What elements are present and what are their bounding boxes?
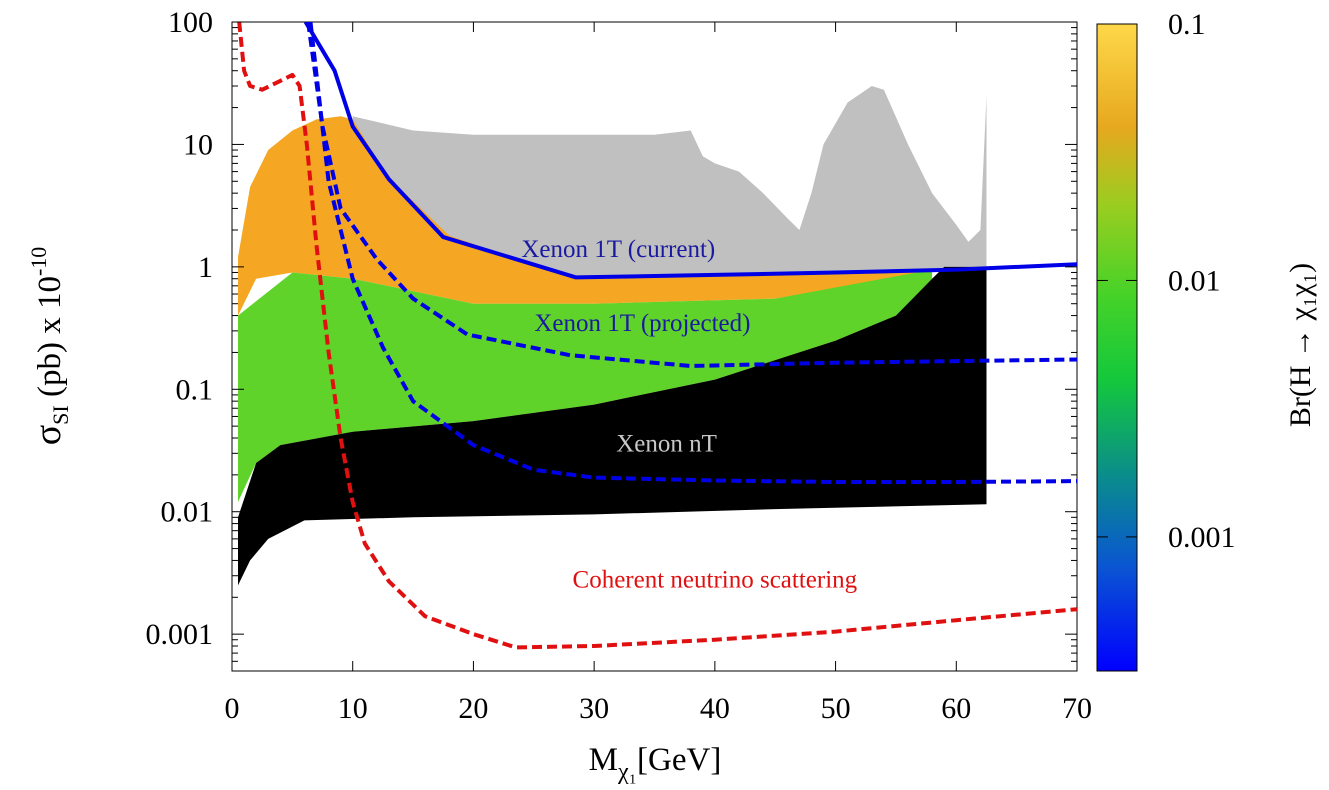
- colorbar-title: Br(H → χ₁χ₁): [1284, 263, 1317, 427]
- x-tick-label: 50: [821, 692, 851, 725]
- annotation: Xenon 1T (current): [521, 236, 715, 263]
- x-tick-label: 10: [338, 692, 368, 725]
- x-tick-label: 30: [579, 692, 609, 725]
- colorbar-tick-label: 0.001: [1168, 521, 1236, 554]
- y-tick-label: 0.01: [161, 496, 214, 529]
- curve-annotations: Xenon 1T (current) Xenon 1T (projected) Xe…: [521, 236, 857, 593]
- annotation: Xenon nT: [616, 431, 717, 458]
- svg-text:Mχ₁[GeV]: Mχ₁[GeV]: [589, 742, 722, 785]
- limit-curves: [237, 22, 1077, 650]
- colorbar-ticks: 0.1 0.01 0.001: [1097, 8, 1236, 554]
- y-tick-label: 100: [168, 6, 213, 39]
- x-tick-label: 70: [1062, 692, 1092, 725]
- x-tick-label: 40: [700, 692, 730, 725]
- curve-xenon-1t-projected-: [306, 22, 1077, 368]
- region-black: [238, 266, 987, 586]
- svg-text:Br(H → χ₁χ₁): Br(H → χ₁χ₁): [1284, 263, 1317, 427]
- x-axis-title: Mχ₁[GeV]: [589, 742, 722, 785]
- y-tick-label: 0.1: [176, 373, 214, 406]
- region-grey: [352, 86, 987, 278]
- y-tick-label: 10: [183, 128, 213, 161]
- curve-coherent-neutrino-scattering: [237, 22, 1077, 650]
- curve-xenon-1t-current-: [303, 22, 1077, 280]
- colorbar-tick-label: 0.1: [1168, 8, 1206, 41]
- x-tick-label: 0: [225, 692, 240, 725]
- annotation: Coherent neutrino scattering: [573, 567, 858, 594]
- colorbar: [1096, 23, 1138, 672]
- y-axis-title: σSI (pb) x 10-10: [26, 247, 73, 446]
- colorbar-tick-label: 0.01: [1168, 264, 1221, 297]
- curve-xenon-nt: [308, 22, 1077, 484]
- x-tick-label: 60: [941, 692, 971, 725]
- annotation: Xenon 1T (projected): [534, 310, 750, 337]
- y-tick-label: 1: [198, 251, 213, 284]
- svg-text:σSI (pb) x 10-10: σSI (pb) x 10-10: [26, 247, 73, 446]
- axes: 0 10 20 30 40 50 60 70 100 10 1 0.1 0.01 0.001: [146, 6, 1093, 725]
- region-green: [238, 269, 933, 502]
- x-tick-label: 20: [458, 692, 488, 725]
- scatter-regions: [238, 86, 987, 586]
- y-tick-label: 0.001: [146, 618, 214, 651]
- region-orange: [238, 116, 933, 316]
